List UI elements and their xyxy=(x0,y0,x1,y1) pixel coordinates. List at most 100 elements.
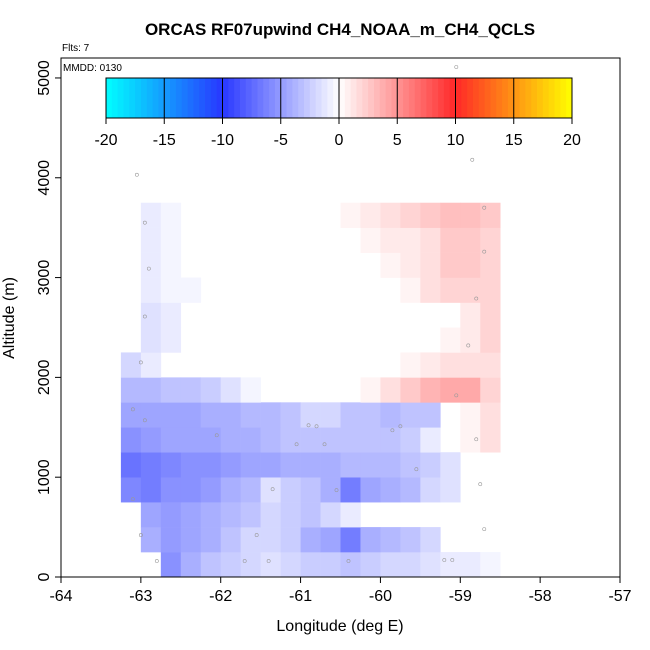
colorbar-strip xyxy=(409,78,415,118)
colorbar-strip xyxy=(543,78,549,118)
colorbar-strip xyxy=(205,78,211,118)
colorbar-strip xyxy=(461,78,467,118)
heatmap-cell xyxy=(420,402,440,427)
heatmap-cell xyxy=(360,552,380,577)
colorbar-strip xyxy=(327,78,333,118)
heatmap-cell xyxy=(241,552,261,577)
heatmap-cell xyxy=(360,477,380,502)
heatmap-cell xyxy=(400,377,420,402)
heatmap-cell xyxy=(261,402,281,427)
colorbar-strip xyxy=(298,78,304,118)
x-tick-label: -59 xyxy=(449,588,472,605)
heatmap-cell xyxy=(321,552,341,577)
colorbar-strip xyxy=(456,78,462,118)
y-tick-label: 1000 xyxy=(36,459,53,495)
track-point xyxy=(455,65,458,68)
colorbar-strip xyxy=(490,78,496,118)
heatmap-cell xyxy=(420,203,440,228)
heatmap-cell xyxy=(301,552,321,577)
heatmap-cell xyxy=(480,278,500,303)
heatmap-cell xyxy=(281,402,301,427)
heatmap-cell xyxy=(440,253,460,278)
colorbar-strip xyxy=(368,78,374,118)
heatmap-cell xyxy=(261,552,281,577)
heatmap-cell xyxy=(241,377,261,402)
heatmap-cell xyxy=(341,502,361,527)
heatmap-cell xyxy=(161,452,181,477)
heatmap-cell xyxy=(301,427,321,452)
heatmap-cell xyxy=(221,452,241,477)
heatmap-cell xyxy=(360,203,380,228)
y-tick-label: 0 xyxy=(36,572,53,581)
heatmap-cell xyxy=(440,477,460,502)
colorbar-strip xyxy=(240,78,246,118)
colorbar-strip xyxy=(304,78,310,118)
colorbar-strip xyxy=(421,78,427,118)
colorbar-strip xyxy=(141,78,147,118)
colorbar-strip xyxy=(211,78,217,118)
heatmap-cell xyxy=(380,452,400,477)
heatmap-cell xyxy=(181,502,201,527)
track-point xyxy=(135,173,138,176)
heatmap-cell xyxy=(121,427,141,452)
colorbar-strip xyxy=(339,78,345,118)
heatmap-cell xyxy=(460,228,480,253)
heatmap-cell xyxy=(221,427,241,452)
colorbar-strip xyxy=(566,78,572,118)
heatmap-cell xyxy=(161,327,181,352)
colorbar-strip xyxy=(426,78,432,118)
heatmap-cell xyxy=(480,327,500,352)
track-point xyxy=(483,527,486,530)
colorbar-strip xyxy=(135,78,141,118)
heatmap-cell xyxy=(460,377,480,402)
heatmap-cell xyxy=(420,477,440,502)
colorbar-tick-label: -10 xyxy=(211,132,234,149)
colorbar-strip xyxy=(246,78,252,118)
heatmap-cell xyxy=(221,502,241,527)
heatmap-cell xyxy=(201,377,221,402)
heatmap-cell xyxy=(141,278,161,303)
heatmap-cell xyxy=(161,527,181,552)
heatmap-cell xyxy=(420,552,440,577)
heatmap-cell xyxy=(380,427,400,452)
colorbar-tick-label: 10 xyxy=(447,132,465,149)
heatmap-cell xyxy=(420,427,440,452)
heatmap-cell xyxy=(341,552,361,577)
y-tick-label: 4000 xyxy=(36,160,53,196)
colorbar-strip xyxy=(496,78,502,118)
colorbar-tick-label: -20 xyxy=(94,132,117,149)
heatmap-cell xyxy=(221,552,241,577)
heatmap-cell xyxy=(341,527,361,552)
heatmap-cell xyxy=(141,228,161,253)
heatmap-cell xyxy=(241,477,261,502)
heatmap-cell xyxy=(360,228,380,253)
heatmap-cell xyxy=(380,253,400,278)
heatmap-cell xyxy=(440,352,460,377)
colorbar-strip xyxy=(275,78,281,118)
heatmap-cell xyxy=(161,477,181,502)
colorbar-strip xyxy=(391,78,397,118)
colorbar-strip xyxy=(485,78,491,118)
colorbar-strip xyxy=(310,78,316,118)
heatmap-cell xyxy=(460,203,480,228)
heatmap-cell xyxy=(221,377,241,402)
colorbar-strip xyxy=(123,78,129,118)
heatmap-cell xyxy=(380,477,400,502)
x-tick-label: -57 xyxy=(608,588,631,605)
colorbar-tick-label: -5 xyxy=(274,132,288,149)
heatmap-cell xyxy=(420,228,440,253)
colorbar-strip xyxy=(199,78,205,118)
heatmap-cell xyxy=(161,253,181,278)
heatmap-cell xyxy=(460,402,480,427)
heatmap-cell xyxy=(321,502,341,527)
colorbar-strip xyxy=(188,78,194,118)
heatmap-cell xyxy=(321,427,341,452)
heatmap-cell xyxy=(181,527,201,552)
heatmap-cell xyxy=(380,527,400,552)
colorbar-strip xyxy=(356,78,362,118)
heatmap-cell xyxy=(161,303,181,328)
colorbar-strip xyxy=(234,78,240,118)
heatmap-cell xyxy=(400,552,420,577)
colorbar-strip xyxy=(176,78,182,118)
heatmap-cell xyxy=(440,377,460,402)
